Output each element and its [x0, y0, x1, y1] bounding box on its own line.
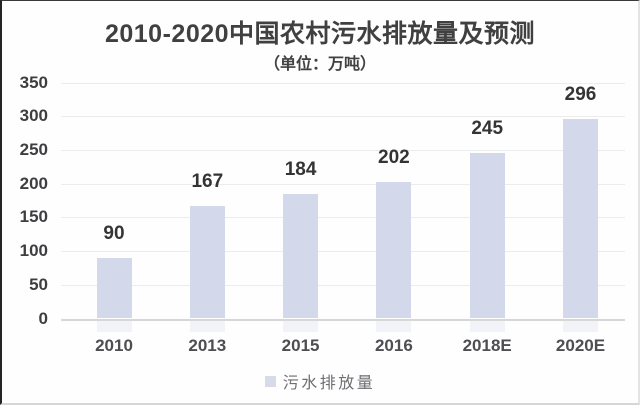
bar-value-label: 202 [378, 147, 410, 169]
bar [283, 194, 319, 319]
x-axis-tick-label: 2013 [188, 336, 227, 355]
x-axis-tick-label: 2016 [374, 336, 413, 355]
x-axis-line [61, 318, 625, 321]
bar-reflection [469, 321, 505, 332]
gridline [61, 284, 625, 286]
bar-value-label: 90 [103, 222, 125, 244]
bar-reflection [376, 321, 412, 332]
gridline [61, 183, 625, 185]
bar [376, 182, 412, 319]
legend-swatch-icon [264, 375, 276, 387]
y-axis-tick-label: 200 [19, 173, 48, 193]
x-axis-tick-label: 2020E [555, 336, 606, 355]
x-axis-tick-label: 2015 [281, 336, 320, 355]
bar [469, 153, 505, 319]
legend: 污水排放量 [2, 369, 638, 393]
y-axis-tick-label: 100 [19, 241, 48, 261]
gridline [61, 82, 625, 84]
legend-label: 污水排放量 [282, 375, 376, 392]
bar-reflection [563, 321, 598, 332]
y-axis-tick-label: 50 [29, 274, 48, 294]
bar-reflection [283, 321, 319, 332]
bar [563, 118, 598, 319]
chart-title: 2010-2020中国农村污水排放量及预测 [104, 20, 536, 48]
bar [189, 205, 225, 319]
bar-reflection [96, 321, 132, 332]
bar-value-label: 167 [191, 170, 224, 192]
y-axis-tick-label: 0 [38, 308, 48, 328]
y-axis-tick-label: 300 [19, 106, 48, 126]
bar [96, 257, 132, 319]
y-axis-tick-label: 150 [19, 207, 48, 227]
bar-value-label: 245 [471, 118, 504, 140]
gridline [61, 116, 625, 118]
x-axis-tick-label: 2010 [95, 336, 133, 355]
bar-value-label: 184 [284, 159, 317, 181]
gridline [61, 217, 625, 219]
bar-reflection [189, 321, 225, 332]
y-axis-tick-label: 250 [19, 139, 48, 159]
gridline [61, 149, 625, 151]
chart-subtitle: （单位：万吨） [263, 56, 376, 73]
x-axis-tick-label: 2018E [462, 336, 512, 355]
y-axis-tick-label: 350 [19, 72, 48, 92]
bar-value-label: 296 [564, 83, 597, 105]
gridline [61, 251, 625, 253]
